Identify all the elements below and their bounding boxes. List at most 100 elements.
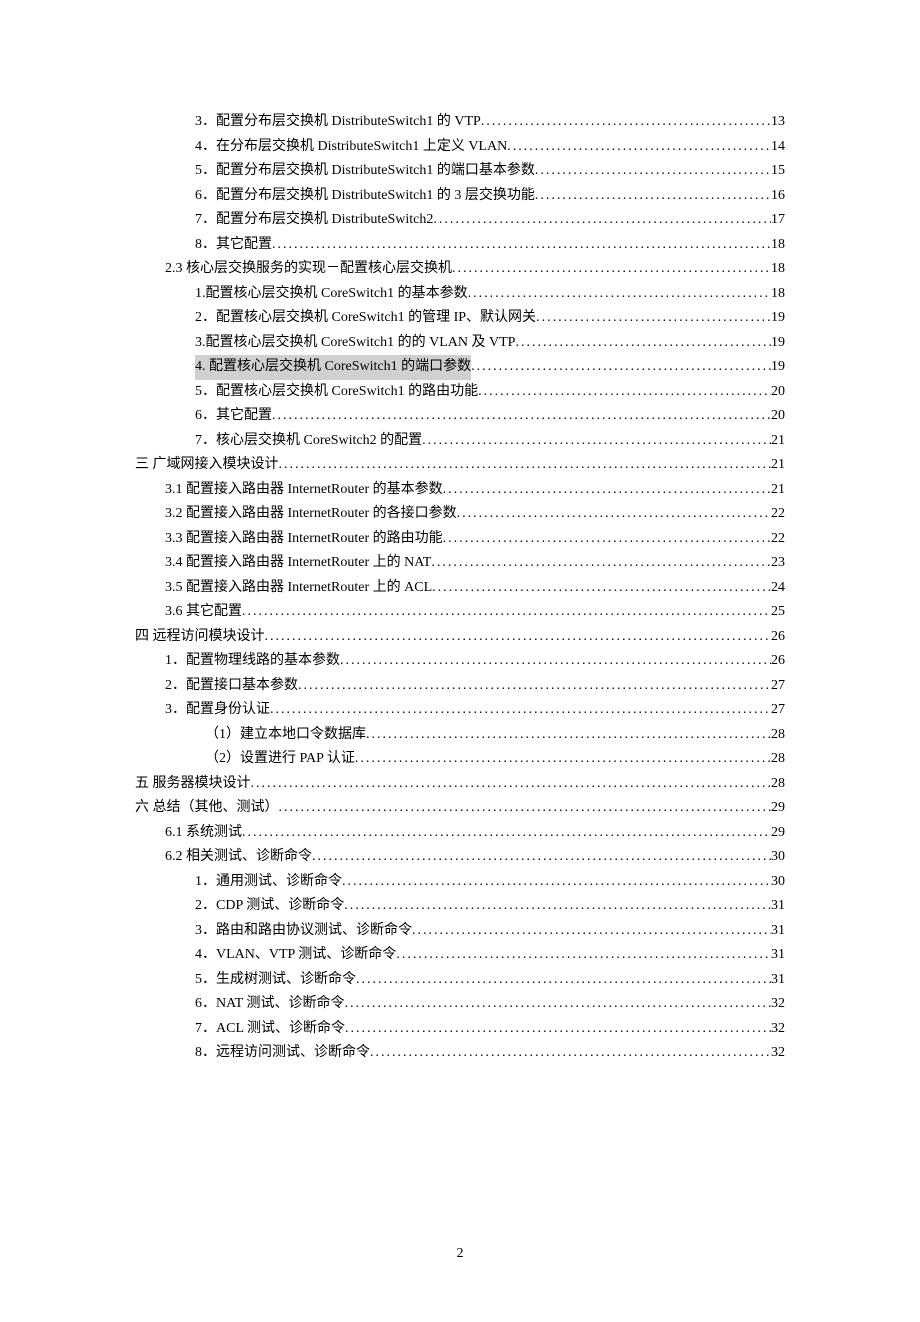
toc-entry: 5．配置核心层交换机 CoreSwitch1 的路由功能20 [135, 380, 785, 405]
toc-entry: 三 广域网接入模块设计21 [135, 453, 785, 478]
toc-entry-page: 24 [771, 576, 785, 601]
toc-entry: 3．路由和路由协议测试、诊断命令 31 [135, 919, 785, 944]
toc-entry: 2．配置核心层交换机 CoreSwitch1 的管理 IP、默认网关19 [135, 306, 785, 331]
toc-leader-dots [468, 282, 771, 307]
toc-entry: （2）设置进行 PAP 认证28 [135, 747, 785, 772]
toc-entry-page: 31 [771, 968, 785, 993]
toc-entry-page: 19 [771, 355, 785, 380]
toc-leader-dots [432, 576, 771, 601]
toc-entry: 6．其它配置20 [135, 404, 785, 429]
toc-entry-label: 2．CDP 测试、诊断命令 [195, 894, 344, 919]
toc-entry-label: 3．路由和路由协议测试、诊断命令 [195, 919, 412, 944]
toc-entry-label: 3.3 配置接入路由器 InternetRouter 的路由功能 [165, 527, 443, 552]
toc-entry-page: 30 [771, 845, 785, 870]
toc-entry-label: 3．配置身份认证 [165, 698, 270, 723]
toc-leader-dots [452, 257, 771, 282]
toc-leader-dots [355, 747, 771, 772]
toc-entry-label: 6.2 相关测试、诊断命令 [165, 845, 312, 870]
toc-entry: 五 服务器模块设计 28 [135, 772, 785, 797]
toc-entry-label: 3.1 配置接入路由器 InternetRouter 的基本参数 [165, 478, 443, 503]
toc-entry: 6.1 系统测试29 [135, 821, 785, 846]
toc-entry-page: 16 [771, 184, 785, 209]
toc-entry-label: 5．配置分布层交换机 DistributeSwitch1 的端口基本参数 [195, 159, 535, 184]
toc-entry-label: （1）建立本地口令数据库 [205, 723, 366, 748]
toc-leader-dots [412, 919, 771, 944]
toc-entry: 2．CDP 测试、诊断命令 31 [135, 894, 785, 919]
toc-leader-dots [507, 135, 771, 160]
toc-entry-label: 2．配置核心层交换机 CoreSwitch1 的管理 IP、默认网关 [195, 306, 536, 331]
toc-leader-dots [443, 478, 771, 503]
toc-entry: 7．核心层交换机 CoreSwitch2 的配置21 [135, 429, 785, 454]
toc-entry-label: 六 总结（其他、测试） [135, 796, 279, 821]
toc-leader-dots [535, 184, 771, 209]
toc-entry-page: 28 [771, 747, 785, 772]
toc-leader-dots [279, 453, 772, 478]
toc-entry-label: 4. 配置核心层交换机 CoreSwitch1 的端口参数 [195, 355, 471, 380]
toc-entry: 2.3 核心层交换服务的实现－配置核心层交换机18 [135, 257, 785, 282]
toc-entry: 6．NAT 测试、诊断命令32 [135, 992, 785, 1017]
toc-entry-page: 25 [771, 600, 785, 625]
toc-entry-page: 31 [771, 894, 785, 919]
toc-entry: 6.2 相关测试、诊断命令 30 [135, 845, 785, 870]
toc-entry-label: 3.6 其它配置 [165, 600, 242, 625]
toc-entry: 3．配置身份认证 27 [135, 698, 785, 723]
toc-entry: 5．生成树测试、诊断命令 31 [135, 968, 785, 993]
toc-entry-page: 18 [771, 282, 785, 307]
toc-leader-dots [356, 968, 771, 993]
toc-entry: 3.配置核心层交换机 CoreSwitch1 的的 VLAN 及 VTP19 [135, 331, 785, 356]
toc-entry-page: 31 [771, 919, 785, 944]
toc-entry-page: 26 [771, 649, 785, 674]
toc-entry-page: 31 [771, 943, 785, 968]
toc-leader-dots [431, 551, 771, 576]
toc-entry-page: 20 [771, 404, 785, 429]
toc-leader-dots [457, 502, 771, 527]
toc-entry: 7．配置分布层交换机 DistributeSwitch217 [135, 208, 785, 233]
toc-leader-dots [279, 796, 772, 821]
toc-entry-page: 15 [771, 159, 785, 184]
toc-entry-label: 3．配置分布层交换机 DistributeSwitch1 的 VTP [195, 110, 481, 135]
document-page: 3．配置分布层交换机 DistributeSwitch1 的 VTP134．在分… [0, 0, 920, 1322]
toc-entry: 8．其它配置18 [135, 233, 785, 258]
toc-entry: 3.1 配置接入路由器 InternetRouter 的基本参数21 [135, 478, 785, 503]
toc-entry-page: 29 [771, 796, 785, 821]
toc-entry: 1．通用测试、诊断命令 30 [135, 870, 785, 895]
toc-entry-page: 22 [771, 502, 785, 527]
toc-entry: 1.配置核心层交换机 CoreSwitch1 的基本参数18 [135, 282, 785, 307]
toc-entry-page: 13 [771, 110, 785, 135]
toc-leader-dots [515, 331, 771, 356]
toc-entry-label: 7．ACL 测试、诊断命令 [195, 1017, 345, 1042]
toc-entry-page: 27 [771, 698, 785, 723]
toc-entry-page: 28 [771, 772, 785, 797]
toc-leader-dots [478, 380, 771, 405]
toc-entry-label: 6．配置分布层交换机 DistributeSwitch1 的 3 层交换功能 [195, 184, 535, 209]
toc-entry: 3.2 配置接入路由器 InternetRouter 的各接口参数 22 [135, 502, 785, 527]
toc-leader-dots [298, 674, 771, 699]
toc-leader-dots [344, 894, 771, 919]
toc-entry-label: 四 远程访问模块设计 [135, 625, 265, 650]
toc-entry: 3．配置分布层交换机 DistributeSwitch1 的 VTP 13 [135, 110, 785, 135]
toc-entry: 3.4 配置接入路由器 InternetRouter 上的 NAT23 [135, 551, 785, 576]
toc-leader-dots [433, 208, 771, 233]
table-of-contents: 3．配置分布层交换机 DistributeSwitch1 的 VTP134．在分… [135, 110, 785, 1066]
toc-leader-dots [536, 306, 771, 331]
toc-entry-label: 1．通用测试、诊断命令 [195, 870, 342, 895]
toc-leader-dots [272, 233, 771, 258]
toc-leader-dots [366, 723, 771, 748]
page-number: 2 [135, 1246, 785, 1262]
toc-leader-dots [370, 1041, 771, 1066]
toc-leader-dots [396, 943, 771, 968]
toc-entry-label: 3.配置核心层交换机 CoreSwitch1 的的 VLAN 及 VTP [195, 331, 515, 356]
toc-entry-label: 5．生成树测试、诊断命令 [195, 968, 356, 993]
toc-entry-page: 32 [771, 992, 785, 1017]
toc-entry-page: 18 [771, 257, 785, 282]
toc-entry-label: 4．VLAN、VTP 测试、诊断命令 [195, 943, 396, 968]
toc-leader-dots [242, 821, 771, 846]
toc-entry-label: 3.2 配置接入路由器 InternetRouter 的各接口参数 [165, 502, 457, 527]
toc-entry-label: 6.1 系统测试 [165, 821, 242, 846]
toc-leader-dots [272, 404, 771, 429]
toc-entry: 六 总结（其他、测试） 29 [135, 796, 785, 821]
toc-entry-page: 30 [771, 870, 785, 895]
toc-entry-page: 27 [771, 674, 785, 699]
toc-entry-label: 五 服务器模块设计 [135, 772, 251, 797]
toc-leader-dots [443, 527, 771, 552]
